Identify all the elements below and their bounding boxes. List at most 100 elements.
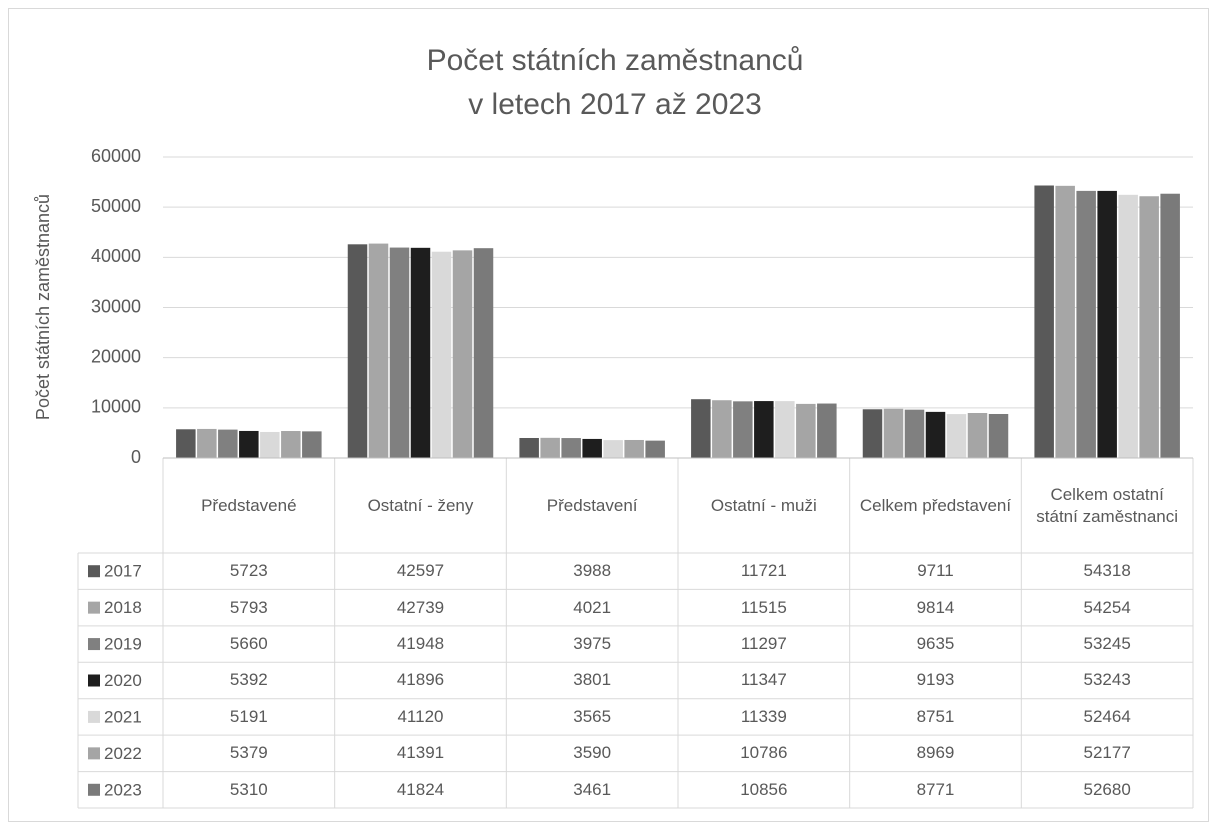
legend-label: 2017: [104, 562, 142, 581]
x-tick-label: Ostatní - muži: [710, 495, 817, 515]
table-value: 9193: [916, 670, 955, 690]
table-value: 5660: [229, 634, 268, 654]
table-value: 5793: [229, 597, 268, 617]
table-value: 8771: [916, 779, 955, 799]
table-value: 5191: [229, 706, 268, 726]
table-value: 3801: [573, 670, 612, 690]
y-tick-label: 30000: [91, 296, 141, 316]
bar: [452, 250, 473, 458]
chart-subtitle: v letech 2017 až 2023: [468, 88, 762, 121]
bar: [582, 438, 602, 458]
bar: [754, 401, 774, 458]
x-tick-label: Představení: [546, 495, 638, 515]
bar: [218, 429, 238, 458]
table-value: 8969: [916, 743, 955, 763]
table-value: 10856: [740, 779, 788, 799]
legend-swatch: [88, 747, 100, 760]
bar: [946, 414, 967, 458]
legend-label: 2018: [104, 598, 142, 617]
legend-label: 2022: [104, 744, 142, 763]
table-value: 3565: [573, 706, 612, 726]
bar: [967, 413, 988, 458]
table-value: 42597: [396, 561, 445, 581]
table-value: 9635: [916, 634, 955, 654]
bar: [540, 437, 560, 458]
table-value: 53243: [1083, 670, 1131, 690]
bar: [1034, 185, 1054, 458]
legend-label: 2021: [104, 707, 142, 726]
bar: [1139, 196, 1159, 459]
table-value: 5379: [229, 743, 268, 763]
table-value: 41391: [396, 743, 445, 763]
table-value: 52680: [1083, 779, 1131, 799]
bar: [1055, 185, 1075, 459]
bar: [281, 431, 301, 458]
y-tick-label: 20000: [91, 346, 141, 366]
table-value: 4021: [573, 597, 612, 617]
bar: [1097, 190, 1117, 458]
table-value: 41896: [396, 670, 445, 690]
bar: [645, 440, 665, 458]
bar: [561, 438, 581, 458]
bar: [260, 431, 280, 458]
table-value: 3590: [573, 743, 612, 763]
legend-label: 2019: [104, 635, 142, 654]
x-tick-label: Celkem ostatní státní zaměstnanci: [1036, 484, 1179, 526]
bar: [431, 251, 452, 458]
bar: [176, 429, 196, 458]
table-value: 11297: [740, 634, 787, 654]
table-value: 11347: [740, 670, 787, 690]
table-value: 9711: [917, 561, 954, 581]
table-value: 52177: [1083, 743, 1131, 763]
x-tick-label: Celkem představení: [859, 495, 1012, 515]
table-value: 42739: [396, 597, 445, 617]
bar: [817, 403, 837, 458]
table-value: 52464: [1083, 706, 1131, 726]
x-tick-label: Představené: [201, 495, 297, 515]
bar: [389, 247, 410, 458]
bar: [862, 409, 883, 458]
bar: [368, 243, 389, 458]
y-tick-label: 10000: [91, 397, 141, 417]
table-value: 5723: [229, 561, 268, 581]
legend-label: 2020: [104, 671, 142, 690]
bar: [1076, 190, 1096, 459]
legend-swatch: [88, 674, 100, 687]
legend-label: 2023: [104, 780, 142, 799]
table-value: 54254: [1083, 597, 1131, 617]
bar: [1118, 194, 1138, 458]
bar: [302, 431, 322, 458]
table-value: 3975: [573, 634, 612, 654]
bar: [904, 409, 925, 458]
bar: [624, 439, 644, 458]
table-value: 41824: [396, 779, 445, 799]
table-value: 9814: [916, 597, 955, 617]
bar: [197, 428, 217, 458]
bar: [796, 403, 816, 458]
bar: [691, 399, 711, 458]
bar: [925, 411, 946, 458]
table-value: 41948: [396, 634, 445, 654]
bar: [347, 244, 368, 458]
table-value: 11339: [740, 706, 787, 726]
bar: [883, 408, 904, 458]
bar: [603, 440, 623, 458]
legend-swatch: [88, 565, 100, 578]
bar: [473, 248, 494, 458]
table-value: 11721: [740, 561, 787, 581]
y-tick-label: 0: [131, 447, 141, 467]
table-value: 5310: [229, 779, 268, 799]
bar: [775, 401, 795, 458]
bar: [410, 247, 431, 458]
bar: [988, 413, 1009, 458]
table-value: 11515: [740, 597, 787, 617]
bar: [712, 400, 732, 458]
legend-swatch: [88, 638, 100, 651]
legend-swatch: [88, 710, 100, 723]
table-value: 3988: [573, 561, 612, 581]
y-axis-label: Počet státních zaměstnanců: [33, 194, 53, 420]
table-value: 8751: [916, 706, 955, 726]
table-value: 10786: [740, 743, 788, 763]
